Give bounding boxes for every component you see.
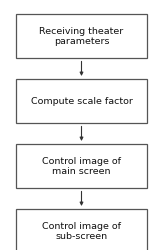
Text: Compute scale factor: Compute scale factor (31, 97, 132, 106)
Bar (16, 80, 147, 123)
Text: Control image of
sub-screen: Control image of sub-screen (42, 222, 121, 241)
Text: Control image of
main screen: Control image of main screen (42, 156, 121, 176)
Text: Receiving theater
parameters: Receiving theater parameters (39, 26, 124, 46)
Bar (16, 210, 147, 250)
Bar (16, 144, 147, 188)
Bar (16, 14, 147, 58)
